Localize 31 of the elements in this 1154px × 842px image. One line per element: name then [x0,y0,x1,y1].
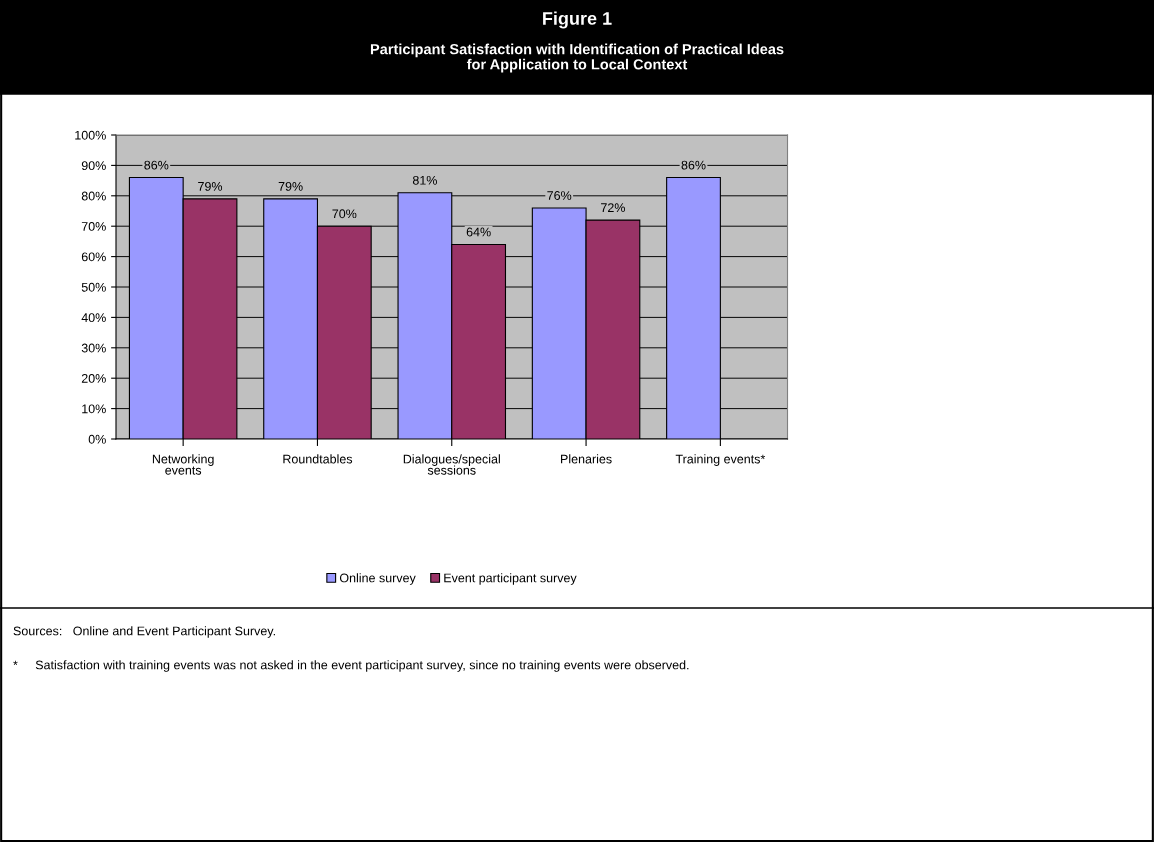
source-note: Sources: Online and Event Participant Survey. [13,626,275,638]
data-label: 79% [278,181,303,191]
y-tick-label: 60% [81,252,106,262]
data-label: 64% [466,227,491,237]
x-tick-label: Networking events [152,454,214,475]
y-tick-label: 90% [81,161,106,171]
y-tick-label: 30% [81,343,106,353]
y-tick-label: 20% [81,374,106,383]
data-label: 79% [198,181,223,191]
y-tick-label: 100% [75,130,106,140]
text: * Satisfaction with training events was not asked in the event participant survey, since no training events were observed. [13,660,689,672]
data-label: 76% [547,191,572,200]
data-label: 86% [144,160,169,170]
data-label: 81% [412,175,437,185]
y-tick-label: 80% [81,191,106,201]
x-tick-label: Training events* [675,454,766,466]
y-tick-label: 40% [81,313,106,323]
legend-label: Online survey [339,573,416,585]
chart-title: Figure 1 [543,11,612,29]
data-label: 86% [681,160,706,170]
x-tick-label: Roundtables [283,454,353,464]
y-tick-label: 10% [82,404,106,414]
data-label: 72% [601,203,625,213]
chart-subtitle: Participant Satisfaction with Identification of Practical Ideas for Application to Local Context [370,43,784,73]
legend-label: Event participant survey [444,573,577,585]
y-tick-label: 70% [81,222,106,231]
data-label: 70% [332,209,357,219]
y-tick-label: 0% [88,434,106,444]
x-tick-label: Dialogues/special sessions [403,454,500,475]
x-tick-label: Plenaries [561,454,612,464]
y-tick-label: 50% [81,282,106,292]
